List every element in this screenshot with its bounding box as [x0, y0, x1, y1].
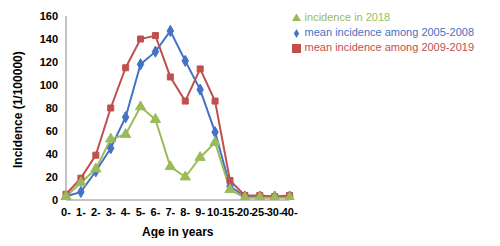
svg-text:160: 160 — [40, 10, 58, 22]
svg-text:9-: 9- — [195, 206, 205, 218]
svg-text:2-: 2- — [91, 206, 101, 218]
svg-text:20-: 20- — [237, 206, 253, 218]
svg-text:Incidence (1/100000): Incidence (1/100000) — [11, 51, 25, 168]
svg-text:40-: 40- — [282, 206, 298, 218]
svg-text:100: 100 — [40, 79, 58, 91]
html-text:mean incidence among 2005-2008: mean incidence among 2005-2008 — [304, 26, 474, 38]
svg-text:3-: 3- — [106, 206, 116, 218]
svg-text:6-: 6- — [151, 206, 161, 218]
svg-text:140: 140 — [40, 33, 58, 45]
svg-text:40: 40 — [46, 148, 58, 160]
svg-text:120: 120 — [40, 56, 58, 68]
svg-text:80: 80 — [46, 102, 58, 114]
svg-text:0: 0 — [52, 194, 58, 206]
svg-text:10-: 10- — [207, 206, 223, 218]
svg-text:15-: 15- — [222, 206, 238, 218]
svg-text:4-: 4- — [121, 206, 131, 218]
svg-text:1-: 1- — [76, 206, 86, 218]
svg-text:7-: 7- — [165, 206, 175, 218]
html-text:incidence in 2018: incidence in 2018 — [304, 11, 391, 23]
svg-text:8-: 8- — [180, 206, 190, 218]
svg-text:30-: 30- — [267, 206, 283, 218]
svg-text:Age in years: Age in years — [142, 225, 214, 238]
html-text:mean incidence among 2009-2019: mean incidence among 2009-2019 — [304, 41, 474, 53]
svg-text:5-: 5- — [136, 206, 146, 218]
svg-text:60: 60 — [46, 125, 58, 137]
svg-text:0-: 0- — [61, 206, 71, 218]
svg-text:20: 20 — [46, 171, 58, 183]
svg-text:25-: 25- — [252, 206, 268, 218]
